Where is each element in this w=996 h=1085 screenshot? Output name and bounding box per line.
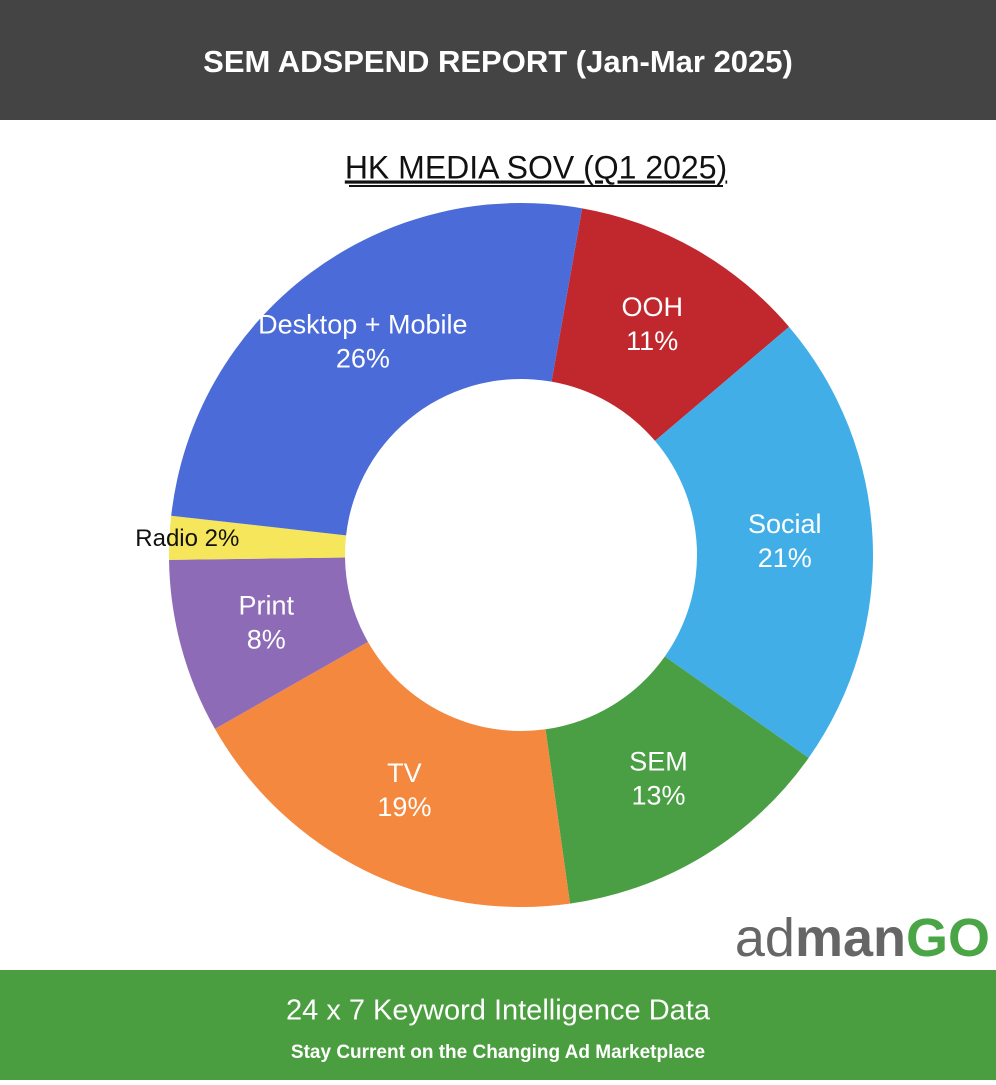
donut-slice	[545, 656, 809, 904]
slice-category: Social	[748, 509, 822, 539]
donut-slice	[214, 641, 570, 907]
donut-slice	[551, 208, 790, 441]
logo: admanGO	[735, 908, 990, 968]
donut-slice	[171, 202, 583, 536]
slice-value: 8%	[247, 624, 286, 654]
header-title: SEM ADSPEND REPORT (Jan-Mar 2025)	[203, 44, 793, 79]
slice-category: Radio	[135, 525, 198, 552]
logo-part: GO	[906, 908, 990, 968]
slice-value: 13%	[632, 780, 686, 810]
donut-slice	[655, 326, 873, 758]
slice-value: 19%	[377, 792, 431, 822]
slice-value: 21%	[758, 543, 812, 573]
slice-category: OOH	[621, 292, 683, 322]
slice-category: Print	[238, 590, 294, 620]
slice-value: 2%	[205, 525, 240, 552]
footer-title: 24 x 7 Keyword Intelligence Data	[286, 995, 711, 1027]
chart-title: HK MEDIA SOV (Q1 2025)	[345, 149, 727, 185]
donut-slice	[169, 515, 347, 560]
slice-category: Desktop + Mobile	[258, 310, 467, 340]
slice-label: Radio 2%	[135, 525, 239, 552]
header-bar	[0, 0, 996, 120]
footer-subtitle: Stay Current on the Changing Ad Marketpl…	[291, 1042, 705, 1063]
logo-part: man	[795, 908, 906, 968]
donut-slice	[169, 557, 368, 729]
slice-value: 11%	[626, 326, 678, 356]
slice-value: 26%	[336, 344, 390, 374]
slice-category: TV	[387, 758, 422, 788]
logo-part: ad	[735, 908, 795, 968]
slice-category: SEM	[629, 746, 688, 776]
footer-bar	[0, 970, 996, 1080]
